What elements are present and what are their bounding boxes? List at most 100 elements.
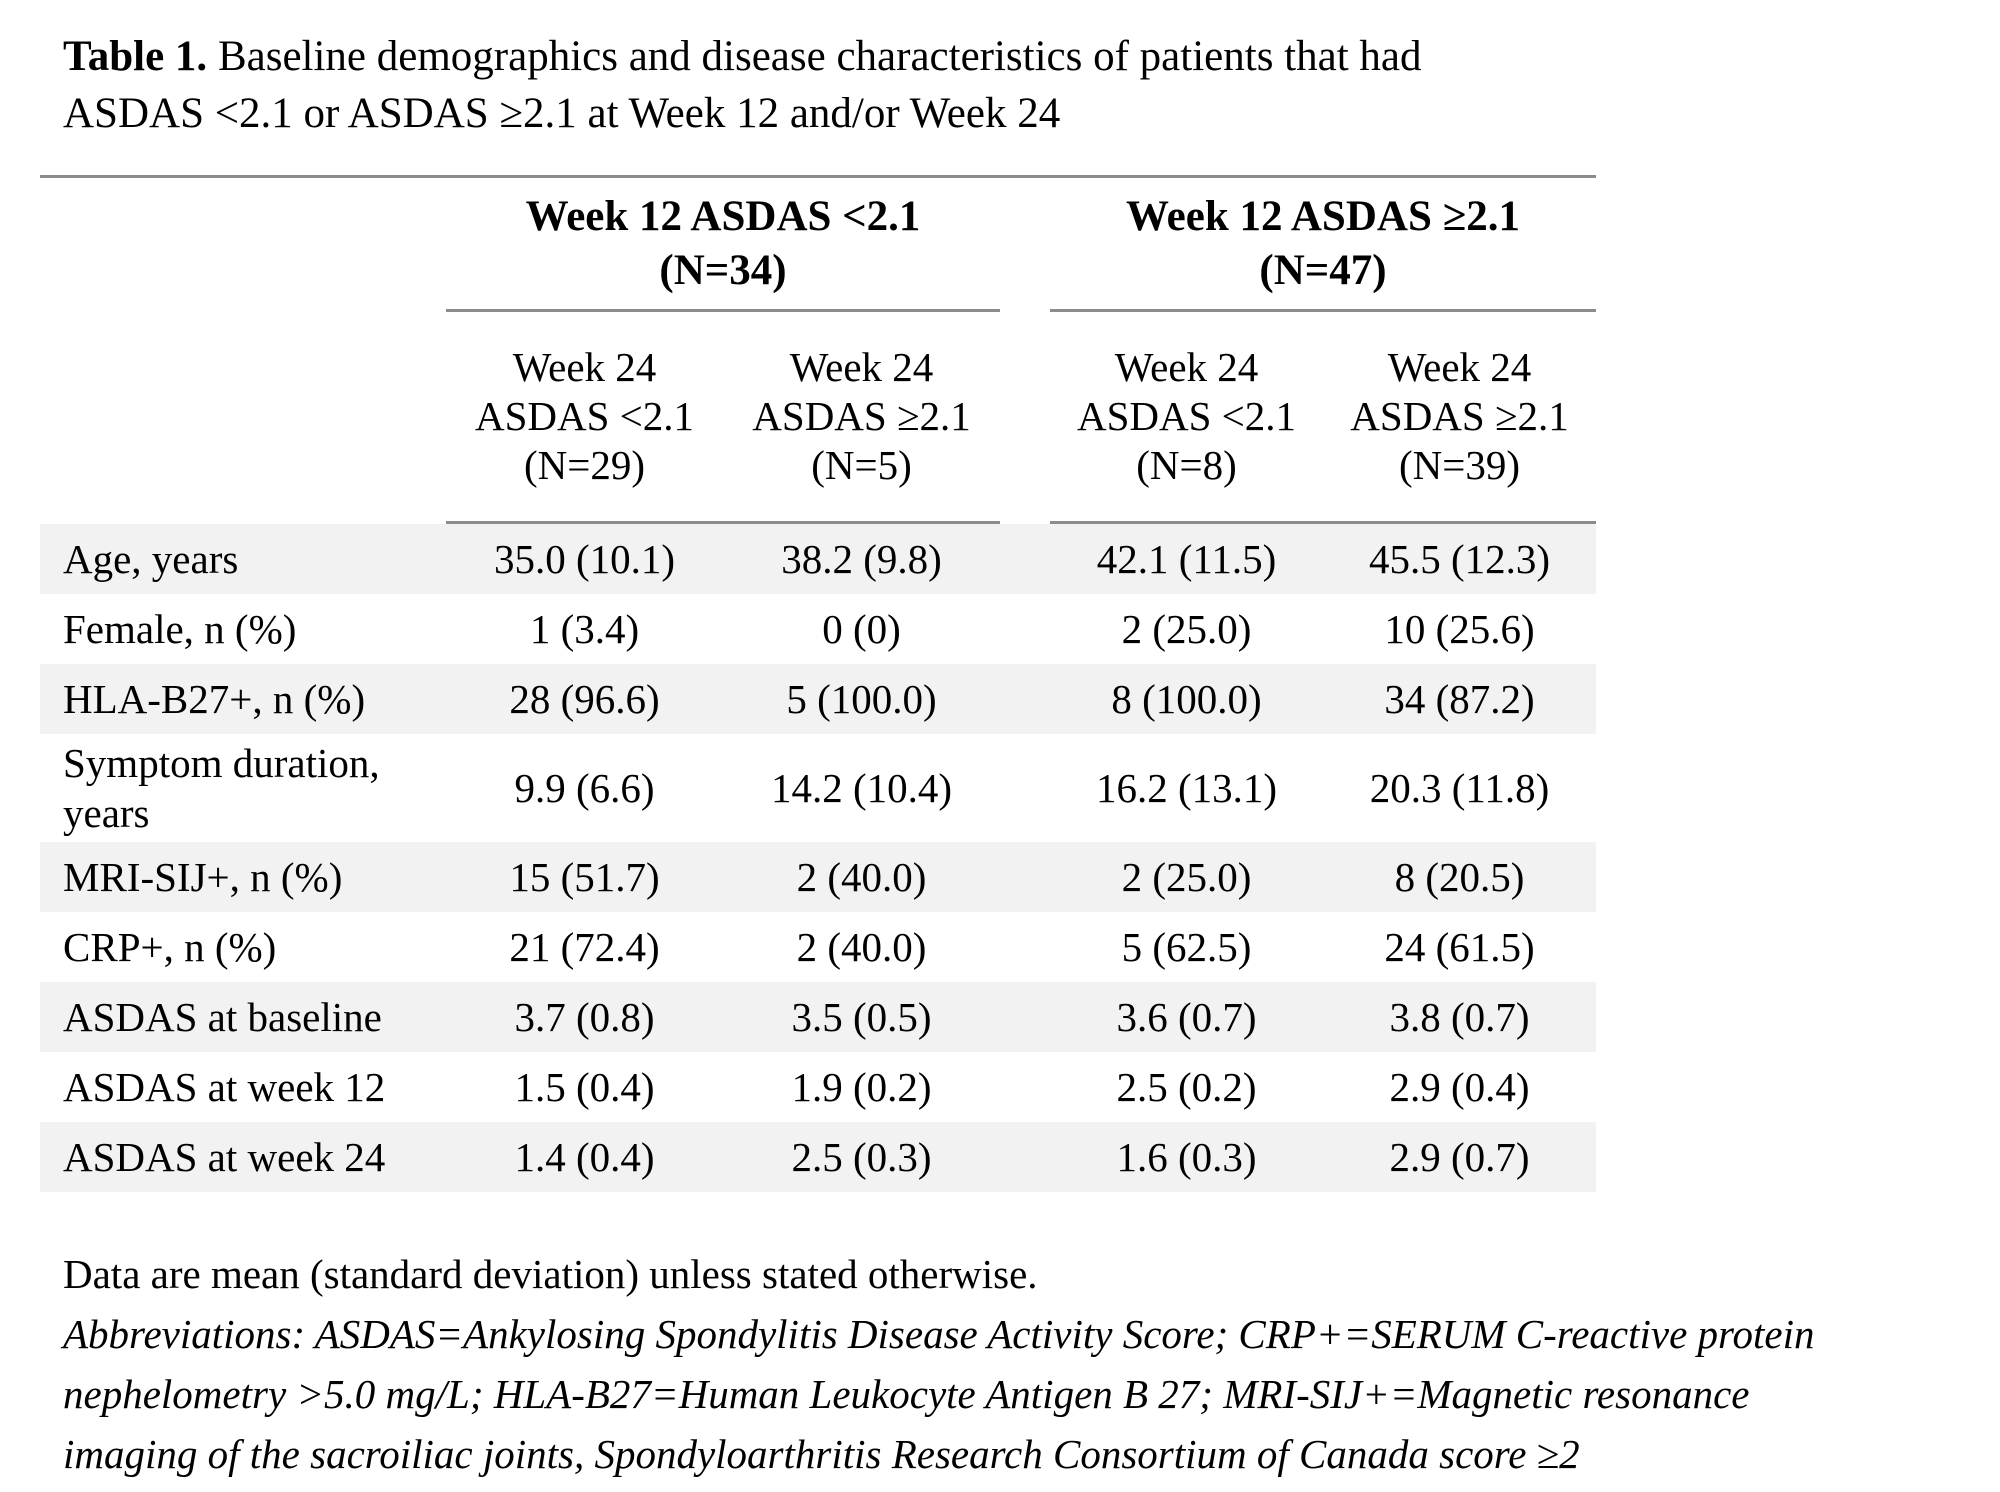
group-gap — [1000, 982, 1050, 1052]
row-value: 1 (3.4) — [529, 606, 640, 652]
row-value: 21 (72.4) — [509, 924, 660, 970]
group-header-rule-row — [40, 309, 1596, 312]
row-value: 2.5 (0.3) — [791, 1134, 932, 1180]
group-header-title: Week 12 ASDAS <2.1 — [525, 192, 921, 240]
table-body: Age, years 35.0 (10.1) 38.2 (9.8) 42.1 (… — [40, 524, 1596, 1192]
row-value: 9.9 (6.6) — [514, 765, 655, 811]
row-value: 3.7 (0.8) — [514, 994, 655, 1040]
group-header-week12-ge21: Week 12 ASDAS ≥2.1 (N=47) — [1050, 178, 1596, 309]
row-value: 1.6 (0.3) — [1116, 1134, 1257, 1180]
row-value: 15 (51.7) — [509, 854, 660, 900]
group-header-title: Week 12 ASDAS ≥2.1 — [1126, 192, 1520, 240]
group-header-n: (N=47) — [1259, 246, 1387, 294]
subheader-n: (N=8) — [1136, 442, 1237, 488]
row-label: Age, years — [63, 536, 239, 582]
row-value: 2.5 (0.2) — [1116, 1064, 1257, 1110]
row-value: 2 (40.0) — [796, 854, 927, 900]
row-label: MRI-SIJ+, n (%) — [63, 854, 343, 900]
row-value: 8 (100.0) — [1111, 676, 1262, 722]
table-row: MRI-SIJ+, n (%) 15 (51.7) 2 (40.0) 2 (25… — [40, 842, 1596, 912]
demographics-table: Week 12 ASDAS <2.1 (N=34) Week 12 ASDAS … — [40, 175, 1596, 1192]
row-label: HLA-B27+, n (%) — [63, 676, 366, 722]
group-gap — [1000, 734, 1050, 842]
table-caption-text: Baseline demographics and disease charac… — [207, 33, 1422, 80]
row-value: 24 (61.5) — [1384, 924, 1535, 970]
footnotes: Data are mean (standard deviation) unles… — [63, 1244, 1863, 1484]
row-value: 28 (96.6) — [509, 676, 660, 722]
table-row: Female, n (%) 1 (3.4) 0 (0) 2 (25.0) 10 … — [40, 594, 1596, 664]
stub-cell — [40, 312, 446, 521]
row-value: 2.9 (0.7) — [1389, 1134, 1530, 1180]
row-value: 2 (40.0) — [796, 924, 927, 970]
group-header-n: (N=34) — [659, 246, 787, 294]
row-label: Symptom duration, years — [63, 740, 380, 836]
row-value: 2 (25.0) — [1121, 606, 1252, 652]
row-label: ASDAS at week 12 — [63, 1064, 386, 1110]
group2-rule — [1050, 309, 1596, 312]
group-gap — [1000, 594, 1050, 664]
subheader-col1: Week 24 ASDAS <2.1 (N=29) — [446, 312, 723, 521]
group-gap — [1000, 664, 1050, 734]
subheader-criteria: ASDAS <2.1 — [1076, 393, 1297, 439]
row-value: 34 (87.2) — [1384, 676, 1535, 722]
subheader-week: Week 24 — [1114, 344, 1259, 390]
row-value: 8 (20.5) — [1394, 854, 1525, 900]
table-caption-line2: ASDAS <2.1 or ASDAS ≥2.1 at Week 12 and/… — [63, 90, 1061, 137]
table-row: ASDAS at baseline 3.7 (0.8) 3.5 (0.5) 3.… — [40, 982, 1596, 1052]
row-value: 0 (0) — [822, 606, 901, 652]
group-gap — [1000, 524, 1050, 594]
row-label: Female, n (%) — [63, 606, 297, 652]
row-value: 38.2 (9.8) — [781, 536, 942, 582]
subcolumn-header-row: Week 24 ASDAS <2.1 (N=29) Week 24 ASDAS … — [40, 312, 1596, 521]
group1-rule — [446, 521, 1000, 524]
subheader-n: (N=5) — [811, 442, 912, 488]
footnote-data-note: Data are mean (standard deviation) unles… — [63, 1251, 1038, 1297]
table-row: ASDAS at week 12 1.5 (0.4) 1.9 (0.2) 2.5… — [40, 1052, 1596, 1122]
column-group-header-row: Week 12 ASDAS <2.1 (N=34) Week 12 ASDAS … — [40, 178, 1596, 309]
row-value: 10 (25.6) — [1384, 606, 1535, 652]
table-row: Symptom duration, years 9.9 (6.6) 14.2 (… — [40, 734, 1596, 842]
subheader-week: Week 24 — [512, 344, 657, 390]
row-value: 35.0 (10.1) — [493, 536, 676, 582]
group1-rule — [446, 309, 1000, 312]
row-label: CRP+, n (%) — [63, 924, 277, 970]
group2-rule — [1050, 521, 1596, 524]
subheader-rule-row — [40, 521, 1596, 524]
row-value: 16.2 (13.1) — [1095, 765, 1278, 811]
row-value: 5 (100.0) — [786, 676, 937, 722]
table-row: HLA-B27+, n (%) 28 (96.6) 5 (100.0) 8 (1… — [40, 664, 1596, 734]
subheader-week: Week 24 — [1387, 344, 1532, 390]
group-gap — [1000, 178, 1050, 309]
row-value: 42.1 (11.5) — [1096, 536, 1277, 582]
row-value: 1.9 (0.2) — [791, 1064, 932, 1110]
table-caption-line1: Table 1. Baseline demographics and disea… — [63, 28, 1563, 85]
row-value: 1.5 (0.4) — [514, 1064, 655, 1110]
subheader-col4: Week 24 ASDAS ≥2.1 (N=39) — [1323, 312, 1596, 521]
row-label: ASDAS at week 24 — [63, 1134, 386, 1180]
subheader-criteria: ASDAS ≥2.1 — [752, 393, 971, 439]
row-value: 45.5 (12.3) — [1368, 536, 1551, 582]
table-number: Table 1. — [63, 33, 208, 80]
row-value: 2 (25.0) — [1121, 854, 1252, 900]
table-top-rule — [40, 175, 1596, 178]
group-gap — [1000, 912, 1050, 982]
group-gap — [1000, 312, 1050, 521]
subheader-criteria: ASDAS <2.1 — [474, 393, 695, 439]
table-row: Age, years 35.0 (10.1) 38.2 (9.8) 42.1 (… — [40, 524, 1596, 594]
group-gap — [1000, 1122, 1050, 1192]
row-value: 5 (62.5) — [1121, 924, 1252, 970]
subheader-n: (N=39) — [1398, 442, 1521, 488]
row-value: 3.5 (0.5) — [791, 994, 932, 1040]
row-value: 20.3 (11.8) — [1369, 765, 1550, 811]
row-value: 2.9 (0.4) — [1389, 1064, 1530, 1110]
group-gap — [1000, 1052, 1050, 1122]
table-row: ASDAS at week 24 1.4 (0.4) 2.5 (0.3) 1.6… — [40, 1122, 1596, 1192]
row-label: ASDAS at baseline — [63, 994, 382, 1040]
table-caption: Table 1. Baseline demographics and disea… — [63, 28, 1563, 142]
subheader-criteria: ASDAS ≥2.1 — [1350, 393, 1569, 439]
subheader-col3: Week 24 ASDAS <2.1 (N=8) — [1050, 312, 1323, 521]
group-gap — [1000, 842, 1050, 912]
subheader-col2: Week 24 ASDAS ≥2.1 (N=5) — [723, 312, 1000, 521]
group-header-week12-lt21: Week 12 ASDAS <2.1 (N=34) — [446, 178, 1000, 309]
